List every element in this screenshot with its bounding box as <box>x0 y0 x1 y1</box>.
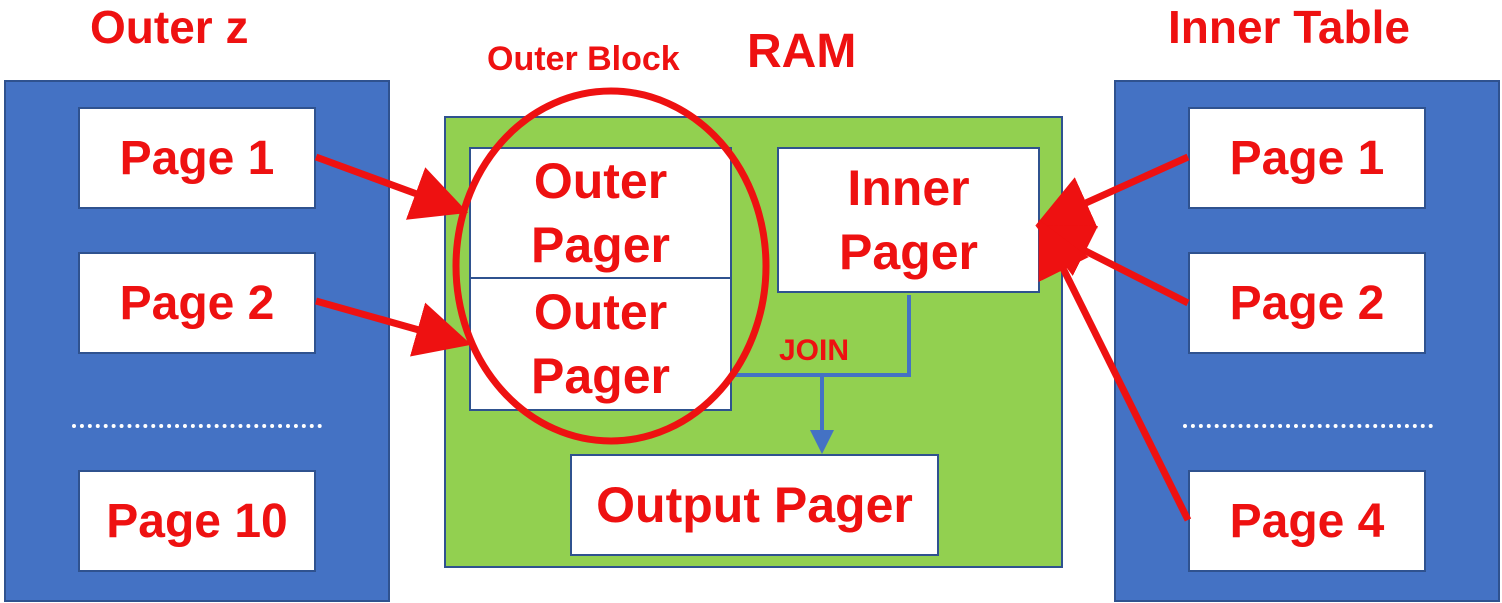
join-connector-inner <box>822 295 911 377</box>
inner-table-title: Inner Table <box>1168 1 1410 53</box>
inner-page-4: Page 4 <box>1188 470 1426 572</box>
output-pager: Output Pager <box>570 454 939 556</box>
inner-ellipsis-dots <box>1183 424 1433 428</box>
outer-table-title: Outer z <box>90 1 249 53</box>
inner-page-1-label: Page 1 <box>1229 131 1385 185</box>
outer-pager-2-line1: Outer <box>533 284 668 340</box>
outer-block-ellipse <box>452 87 770 445</box>
outer-pager-1-line2: Pager <box>531 217 670 273</box>
inner-page-2: Page 2 <box>1188 252 1426 354</box>
outer-page-10-label: Page 10 <box>106 494 288 548</box>
outer-page-2-arrow <box>315 297 472 357</box>
outer-block-label: Outer Block <box>487 40 680 78</box>
inner-page-2-arrow <box>1035 225 1190 307</box>
inner-page-4-arrow <box>1038 219 1192 522</box>
outer-pager-2: Outer Pager <box>469 277 732 411</box>
outer-page-1-label: Page 1 <box>119 131 275 185</box>
inner-pager-line2: Pager <box>839 224 978 280</box>
outer-page-10: Page 10 <box>78 470 316 572</box>
join-label: JOIN <box>779 334 850 367</box>
inner-page-1-arrow <box>1035 153 1190 229</box>
inner-page-1: Page 1 <box>1188 107 1426 209</box>
output-pager-label: Output Pager <box>596 477 913 533</box>
outer-ellipsis-dots <box>72 424 322 428</box>
outer-pager-1: Outer Pager <box>469 147 732 279</box>
inner-pager: Inner Pager <box>777 147 1040 293</box>
outer-page-2-label: Page 2 <box>119 276 275 330</box>
outer-page-1-arrow <box>314 153 469 220</box>
inner-page-2-label: Page 2 <box>1229 276 1385 330</box>
outer-pager-1-line1: Outer <box>533 153 668 209</box>
outer-pager-2-line2: Pager <box>531 348 670 404</box>
inner-pager-line1: Inner <box>847 160 970 216</box>
outer-page-1: Page 1 <box>78 107 316 209</box>
ram-title: RAM <box>747 25 857 78</box>
outer-page-2: Page 2 <box>78 252 316 354</box>
inner-page-4-label: Page 4 <box>1229 494 1385 548</box>
